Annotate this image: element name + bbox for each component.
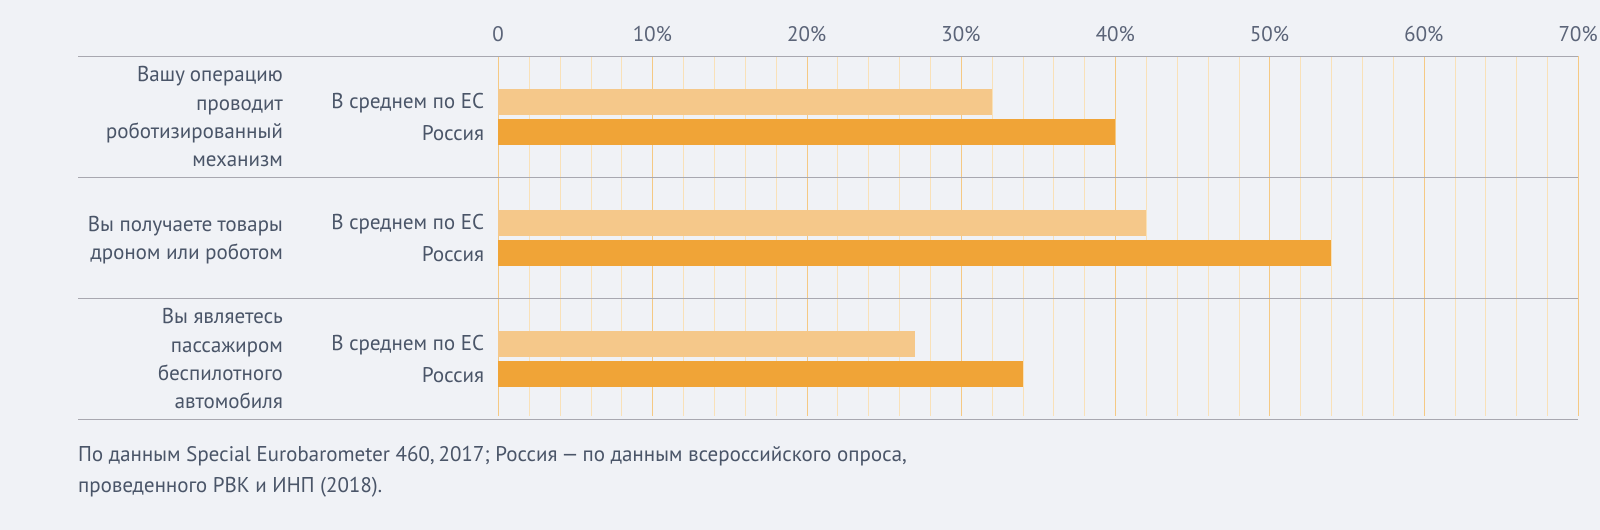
category-row: Вы являетесь пассажиром беспилотного авт… [78,298,1578,420]
chart-footnote: По данным Special Eurobarometer 460, 201… [78,439,978,500]
x-axis-tick: 60% [1404,20,1443,47]
series-label: В среднем по ЕС [291,87,484,115]
bar [498,210,1146,236]
x-axis-tick: 20% [787,20,826,47]
chart-groups: Вашу операцию проводит роботизированный … [78,56,1578,420]
bar-area [498,57,1578,177]
bar [498,361,1023,387]
series-labels: В среднем по ЕС Россия [291,208,498,269]
x-axis-tick: 50% [1250,20,1289,47]
x-axis-tick: 0 [492,20,503,47]
bar-area [498,178,1578,298]
series-label: Россия [291,240,484,268]
series-label: Россия [291,361,484,389]
category-label: Вы являетесь пассажиром беспилотного авт… [78,302,291,415]
x-axis-tick: 40% [1096,20,1135,47]
bar [498,331,915,357]
series-labels: В среднем по ЕС Россия [291,329,498,390]
bar [498,119,1115,145]
chart-container: 010%20%30%40%50%60%70% Вашу операцию про… [78,20,1578,420]
x-axis-tick: 70% [1558,20,1597,47]
bar-area [498,299,1578,419]
bar [498,89,992,115]
series-label: В среднем по ЕС [291,329,484,357]
x-axis: 010%20%30%40%50%60%70% [498,20,1578,56]
x-axis-tick: 30% [941,20,980,47]
x-axis-tick: 10% [633,20,672,47]
series-labels: В среднем по ЕС Россия [291,87,498,148]
series-label: В среднем по ЕС [291,208,484,236]
category-row: Вы получаете товары дроном или роботомВ … [78,177,1578,298]
category-label: Вашу операцию проводит роботизированный … [78,60,291,173]
series-label: Россия [291,119,484,147]
bar [498,240,1331,266]
gridline-major [1578,56,1579,416]
category-row: Вашу операцию проводит роботизированный … [78,56,1578,177]
category-label: Вы получаете товары дроном или роботом [78,210,291,267]
